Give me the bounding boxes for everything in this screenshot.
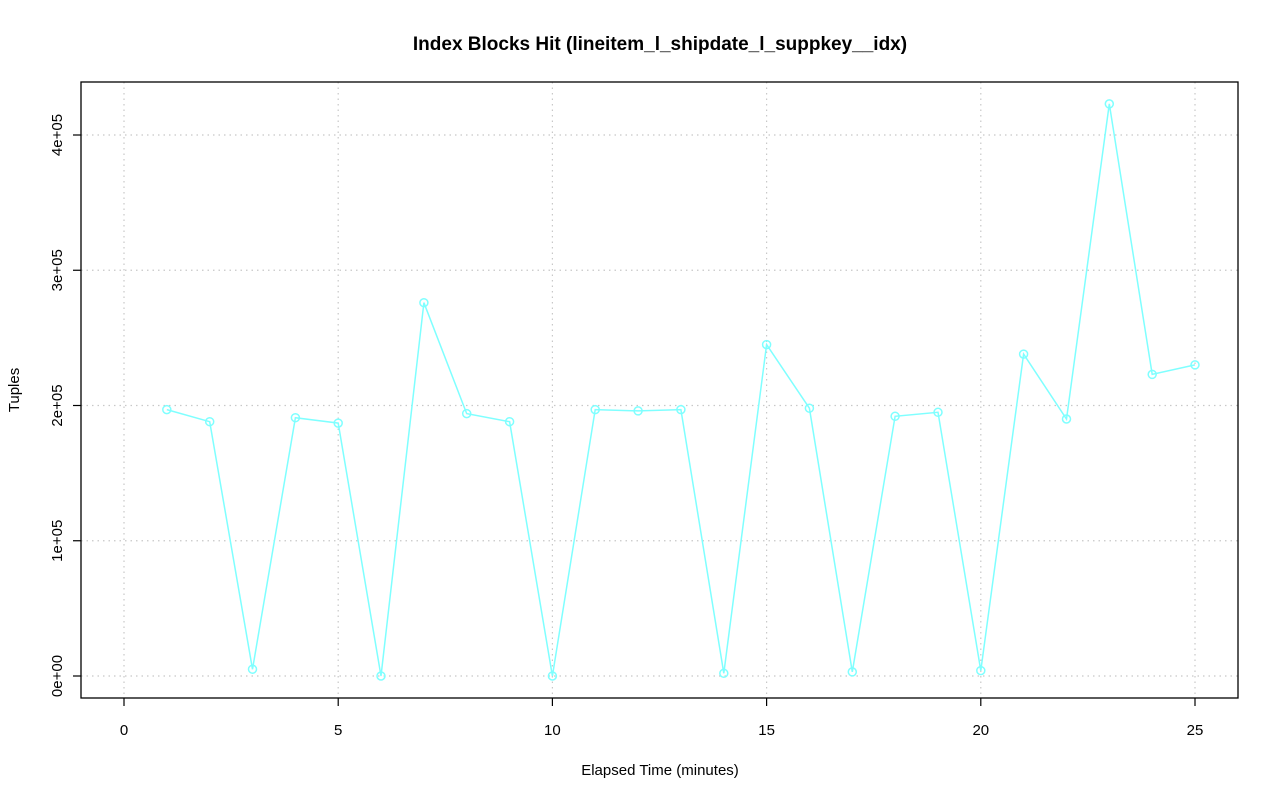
data-point bbox=[547, 671, 558, 681]
series-layer bbox=[162, 99, 1200, 681]
y-tick-label: 0e+00 bbox=[49, 655, 66, 697]
y-axis-label: Tuples bbox=[6, 368, 23, 412]
x-tick-label: 0 bbox=[120, 722, 128, 739]
data-point bbox=[976, 665, 986, 676]
data-point bbox=[1104, 99, 1115, 109]
data-point bbox=[247, 664, 258, 674]
chart-title: Index Blocks Hit (lineitem_l_shipdate_l_… bbox=[413, 34, 907, 55]
data-point bbox=[676, 404, 686, 415]
data-point bbox=[719, 668, 729, 679]
grid bbox=[81, 82, 1238, 698]
y-tick-label: 1e+05 bbox=[49, 520, 66, 562]
x-tick-label: 25 bbox=[1187, 722, 1204, 739]
data-point bbox=[1061, 414, 1072, 424]
data-point bbox=[633, 406, 643, 416]
data-point bbox=[204, 416, 215, 427]
x-tick-label: 10 bbox=[544, 722, 561, 739]
data-point bbox=[376, 671, 386, 681]
series-line bbox=[166, 103, 1196, 677]
data-point bbox=[162, 404, 172, 415]
x-axis: 0 5 10 15 20 25 bbox=[120, 698, 1204, 739]
x-tick-label: 20 bbox=[972, 722, 989, 739]
data-point bbox=[290, 412, 301, 423]
y-axis: 0e+00 1e+05 2e+05 3e+05 4e+05 bbox=[49, 114, 81, 697]
y-tick-label: 4e+05 bbox=[49, 114, 66, 156]
data-point bbox=[890, 411, 900, 422]
data-point bbox=[1190, 360, 1200, 370]
x-axis-label: Elapsed Time (minutes) bbox=[581, 762, 739, 779]
y-tick-label: 3e+05 bbox=[49, 249, 66, 291]
y-tick-label: 2e+05 bbox=[49, 384, 66, 426]
data-point bbox=[333, 418, 343, 428]
data-point bbox=[804, 403, 815, 413]
data-point bbox=[847, 667, 858, 677]
x-tick-label: 5 bbox=[334, 722, 342, 739]
data-point bbox=[461, 408, 472, 419]
plot-frame bbox=[80, 81, 1239, 699]
data-point bbox=[590, 404, 600, 415]
data-point bbox=[419, 297, 429, 308]
x-tick-label: 15 bbox=[758, 722, 775, 739]
data-point bbox=[933, 407, 943, 418]
data-point bbox=[1018, 349, 1029, 359]
data-point bbox=[504, 416, 515, 427]
data-point bbox=[1147, 369, 1157, 380]
data-point bbox=[761, 339, 772, 350]
